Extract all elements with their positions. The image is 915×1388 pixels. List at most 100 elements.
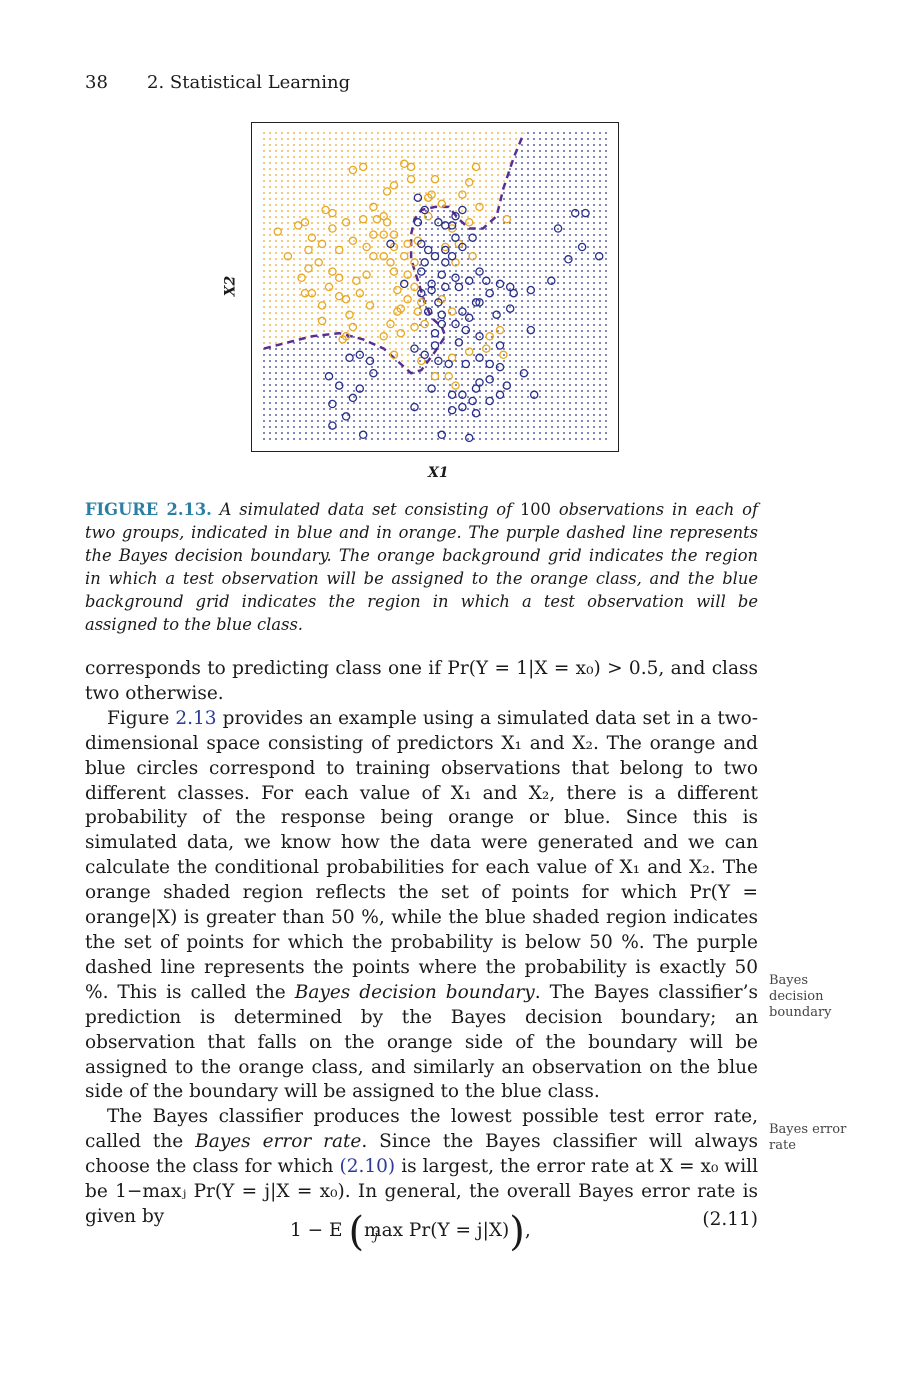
grid-dot-blue: [413, 414, 415, 416]
grid-dot-blue: [539, 246, 541, 248]
grid-dot-orange: [431, 138, 433, 140]
equation-ref-link[interactable]: (2.10): [339, 1156, 396, 1178]
grid-dot-blue: [329, 432, 331, 434]
grid-dot-orange: [293, 192, 295, 194]
grid-dot-blue: [461, 318, 463, 320]
grid-dot-blue: [263, 390, 265, 392]
grid-dot-blue: [455, 426, 457, 428]
grid-dot-blue: [605, 180, 607, 182]
grid-dot-orange: [347, 204, 349, 206]
grid-dot-blue: [485, 390, 487, 392]
grid-dot-blue: [371, 414, 373, 416]
grid-dot-blue: [485, 282, 487, 284]
grid-dot-blue: [395, 426, 397, 428]
grid-dot-blue: [515, 390, 517, 392]
blue-observation-point: [564, 255, 573, 264]
grid-dot-blue: [557, 426, 559, 428]
grid-dot-blue: [605, 318, 607, 320]
grid-dot-blue: [521, 258, 523, 260]
grid-dot-blue: [551, 378, 553, 380]
grid-dot-orange: [281, 288, 283, 290]
grid-dot-orange: [323, 138, 325, 140]
blue-observation-point: [529, 390, 539, 400]
grid-dot-orange: [371, 174, 373, 176]
grid-dot-blue: [485, 228, 487, 230]
grid-dot-blue: [449, 408, 451, 410]
grid-dot-blue: [557, 150, 559, 152]
grid-dot-orange: [341, 312, 343, 314]
grid-dot-blue: [419, 222, 421, 224]
grid-dot-orange: [383, 240, 385, 242]
grid-dot-blue: [551, 210, 553, 212]
grid-dot-orange: [389, 174, 391, 176]
grid-dot-blue: [293, 408, 295, 410]
grid-dot-orange: [329, 288, 331, 290]
grid-dot-orange: [413, 234, 415, 236]
grid-dot-blue: [323, 354, 325, 356]
grid-dot-orange: [353, 300, 355, 302]
grid-dot-orange: [263, 288, 265, 290]
grid-dot-blue: [599, 246, 601, 248]
grid-dot-blue: [371, 354, 373, 356]
grid-dot-blue: [329, 342, 331, 344]
grid-dot-blue: [521, 390, 523, 392]
grid-dot-blue: [389, 366, 391, 368]
grid-dot-blue: [527, 270, 529, 272]
grid-dot-orange: [299, 288, 301, 290]
grid-dot-orange: [371, 312, 373, 314]
grid-dot-blue: [479, 240, 481, 242]
blue-observation-point: [427, 384, 436, 393]
grid-dot-blue: [557, 408, 559, 410]
grid-dot-blue: [587, 288, 589, 290]
grid-dot-orange: [449, 162, 451, 164]
grid-dot-blue: [431, 420, 433, 422]
grid-dot-blue: [527, 150, 529, 152]
grid-dot-blue: [593, 354, 595, 356]
grid-dot-blue: [527, 390, 529, 392]
grid-dot-blue: [593, 330, 595, 332]
grid-dot-orange: [359, 264, 361, 266]
grid-dot-orange: [407, 222, 409, 224]
grid-dot-orange: [485, 216, 487, 218]
grid-dot-blue: [587, 354, 589, 356]
grid-dot-orange: [311, 198, 313, 200]
grid-dot-blue: [461, 228, 463, 230]
grid-dot-orange: [413, 186, 415, 188]
term-bayes-error-rate: Bayes error rate: [195, 1131, 362, 1153]
grid-dot-blue: [593, 348, 595, 350]
grid-dot-blue: [335, 432, 337, 434]
grid-dot-blue: [473, 336, 475, 338]
grid-dot-blue: [575, 228, 577, 230]
grid-dot-blue: [269, 408, 271, 410]
grid-dot-blue: [551, 306, 553, 308]
orange-observation-point: [495, 325, 505, 335]
grid-dot-blue: [509, 378, 511, 380]
grid-dot-orange: [437, 192, 439, 194]
grid-dot-orange: [329, 312, 331, 314]
grid-dot-blue: [491, 324, 493, 326]
grid-dot-blue: [401, 372, 403, 374]
figure-ref-link[interactable]: 2.13: [175, 707, 217, 729]
grid-dot-orange: [269, 234, 271, 236]
grid-dot-blue: [305, 402, 307, 404]
grid-dot-blue: [593, 438, 595, 440]
grid-dot-orange: [347, 282, 349, 284]
grid-dot-orange: [287, 300, 289, 302]
grid-dot-orange: [353, 324, 355, 326]
grid-dot-orange: [347, 150, 349, 152]
grid-dot-orange: [269, 168, 271, 170]
grid-dot-blue: [437, 360, 439, 362]
grid-dot-orange: [365, 234, 367, 236]
grid-dot-blue: [599, 354, 601, 356]
grid-dot-orange: [431, 132, 433, 134]
grid-dot-orange: [287, 288, 289, 290]
grid-dot-blue: [419, 372, 421, 374]
grid-dot-blue: [299, 342, 301, 344]
grid-dot-orange: [395, 294, 397, 296]
orange-observation-point: [369, 230, 378, 239]
grid-dot-blue: [491, 384, 493, 386]
grid-dot-blue: [437, 222, 439, 224]
grid-dot-blue: [557, 228, 559, 230]
grid-dot-blue: [461, 282, 463, 284]
grid-dot-blue: [491, 264, 493, 266]
